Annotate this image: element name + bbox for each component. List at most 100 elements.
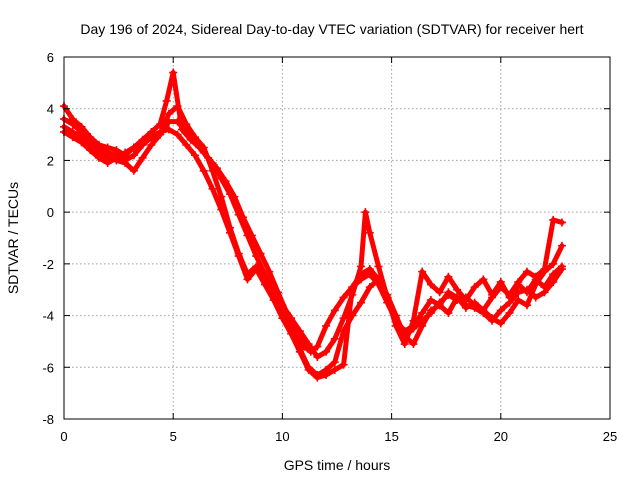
data-point-marker [234,210,243,219]
x-tick-label: 15 [384,429,398,444]
y-tick-label: -2 [42,257,54,272]
data-point-marker [322,347,331,356]
data-point-marker [103,159,112,168]
data-point-marker [225,190,234,199]
data-point-marker [313,373,322,382]
data-point-marker [278,314,287,323]
chart-title: Day 196 of 2024, Sidereal Day-to-day VTE… [80,21,583,37]
data-point-marker [514,277,523,286]
data-point-marker [322,321,331,330]
data-point-marker [164,125,173,134]
data-point-marker [278,301,287,310]
data-point-marker [162,96,171,105]
data-point-marker [557,262,566,271]
data-point-marker [256,249,265,258]
data-point-marker [461,296,470,305]
data-point-marker [391,316,400,325]
y-tick-label: 4 [47,102,54,117]
data-point-marker [339,360,348,369]
data-point-marker [435,301,444,310]
data-point-marker [330,334,339,343]
data-point-marker [191,133,200,142]
data-point-marker [357,262,366,271]
data-point-marker [313,352,322,361]
x-tick-label: 5 [170,429,177,444]
data-point-marker [505,308,514,317]
x-tick-label: 25 [603,429,617,444]
data-point-marker [287,314,296,323]
data-point-marker [300,342,309,351]
data-point-marker [173,117,182,126]
data-point-marker [156,127,165,136]
data-point-marker [68,120,77,129]
data-point-marker [339,293,348,302]
data-point-marker [138,138,147,147]
data-point-marker [444,308,453,317]
data-point-marker [295,347,304,356]
data-point-marker [549,259,558,268]
data-point-marker [374,280,383,289]
axis-ticks: 0 5 10 15 20 25 -8 -6 -4 -2 0 2 4 6 [42,50,617,444]
data-point-marker [374,262,383,271]
data-point-marker [86,146,95,155]
data-series [60,68,566,382]
data-point-marker [225,228,234,237]
data-point-marker [409,340,418,349]
data-point-marker [453,285,462,294]
data-point-marker [479,306,488,315]
data-point-marker [295,327,304,336]
data-point-marker [357,298,366,307]
data-point-marker [461,303,470,312]
data-point-marker [496,319,505,328]
data-point-marker [191,151,200,160]
data-point-marker [365,270,374,279]
data-point-marker [540,265,549,274]
data-point-marker [243,231,252,240]
series-trace-4 [60,125,566,382]
data-point-marker [339,314,348,323]
data-point-marker [121,148,130,157]
y-tick-label: 2 [47,153,54,168]
data-point-marker [444,272,453,281]
data-point-marker [68,133,77,142]
data-point-marker [199,166,208,175]
x-axis-label: GPS time / hours [284,457,391,473]
data-point-marker [418,321,427,330]
data-point-marker [505,290,514,299]
data-point-marker [121,159,130,168]
y-tick-label: 6 [47,50,54,65]
data-point-marker [418,308,427,317]
data-point-marker [496,306,505,315]
data-point-marker [453,293,462,302]
data-point-marker [147,133,156,142]
data-point-marker [435,288,444,297]
data-point-marker [217,192,226,201]
data-point-marker [77,138,86,147]
data-point-marker [523,267,532,276]
data-point-marker [361,208,370,217]
data-point-marker [444,288,453,297]
data-point-marker [549,215,558,224]
data-point-marker [164,109,173,118]
data-point-marker [365,283,374,292]
data-point-marker [426,306,435,315]
data-point-marker [304,340,313,349]
data-point-marker [265,267,274,276]
data-point-marker [496,283,505,292]
y-tick-label: 0 [47,205,54,220]
data-point-marker [531,272,540,281]
x-tick-label: 20 [494,429,508,444]
data-point-marker [514,296,523,305]
data-point-marker [400,340,409,349]
data-point-marker [557,218,566,227]
data-point-marker [365,228,374,237]
data-point-marker [129,151,138,160]
data-point-marker [409,321,418,330]
grid-lines [64,57,610,419]
data-point-marker [252,252,261,261]
data-point-marker [269,296,278,305]
x-tick-label: 0 [60,429,67,444]
data-point-marker [304,365,313,374]
data-point-marker [470,298,479,307]
data-point-marker [260,280,269,289]
